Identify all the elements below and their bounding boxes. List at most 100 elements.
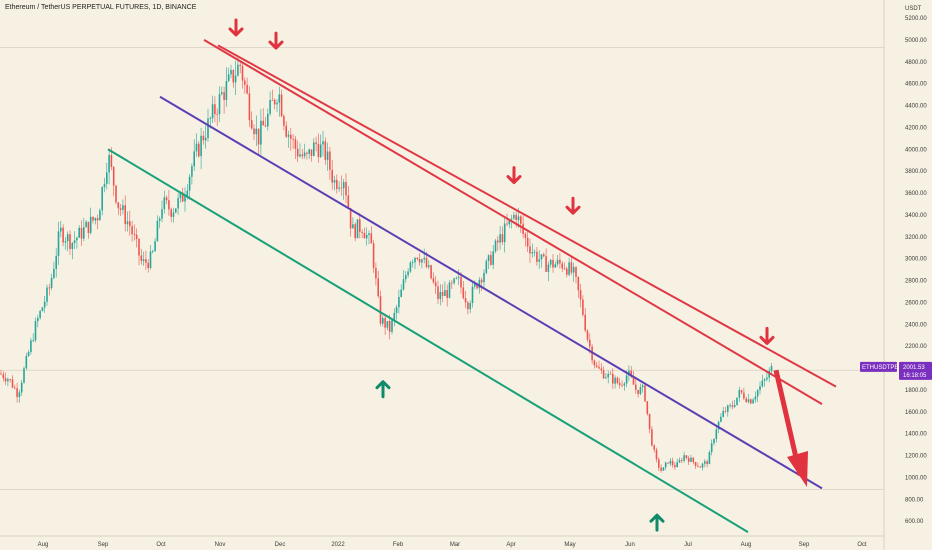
red-trendline xyxy=(217,44,837,388)
candle-body xyxy=(184,196,186,202)
candle-body xyxy=(119,208,122,210)
candle-body xyxy=(637,389,639,395)
y-tick-label: 1200.00 xyxy=(905,454,927,460)
candle-body xyxy=(655,449,658,460)
candle-body xyxy=(434,282,437,287)
candle-body xyxy=(138,238,140,256)
x-tick-label: Aug xyxy=(38,542,49,548)
candle-body xyxy=(545,256,547,272)
candle-body xyxy=(593,360,596,366)
candle-body xyxy=(80,227,83,239)
candle-body xyxy=(165,197,168,201)
candle-body xyxy=(701,463,704,468)
candle-body xyxy=(646,401,649,414)
candle-body xyxy=(306,152,308,154)
candle-body xyxy=(106,172,108,184)
candle-body xyxy=(48,287,51,289)
candle-body xyxy=(64,241,67,243)
candle-body xyxy=(257,128,260,145)
y-tick-label: 800.00 xyxy=(905,497,924,503)
candle-body xyxy=(25,355,28,369)
arrow-up-icon xyxy=(375,380,391,399)
x-tick-label: Mar xyxy=(450,542,460,548)
y-tick-label: 1000.00 xyxy=(905,475,927,481)
candle-body xyxy=(218,94,221,115)
y-tick-label: 4800.00 xyxy=(905,60,927,66)
candle-body xyxy=(651,429,653,446)
candle-body xyxy=(9,379,11,381)
y-tick-label: 1600.00 xyxy=(905,410,927,416)
candle-body xyxy=(579,290,582,300)
candle-body xyxy=(540,254,543,260)
candle-body xyxy=(414,257,416,263)
candle-body xyxy=(460,276,462,288)
y-tick-label: 3400.00 xyxy=(905,213,927,219)
candle-body xyxy=(227,74,230,82)
candle-body xyxy=(393,312,396,320)
candle-body xyxy=(625,375,628,384)
candle-body xyxy=(299,154,301,157)
candle-body xyxy=(766,377,768,380)
candle-body xyxy=(407,271,409,276)
candle-body xyxy=(83,227,85,239)
candle-body xyxy=(602,370,605,379)
candle-body xyxy=(425,257,428,268)
candle-body xyxy=(671,460,674,466)
candle-body xyxy=(533,251,536,253)
y-tick-label: 4000.00 xyxy=(905,147,927,153)
candle-body xyxy=(131,226,133,235)
candle-body xyxy=(200,135,202,157)
candle-body xyxy=(549,259,552,265)
candle-body xyxy=(736,397,738,405)
candle-body xyxy=(50,277,53,288)
candle-body xyxy=(715,429,718,440)
candle-body xyxy=(368,233,370,235)
candle-body xyxy=(283,116,285,126)
candle-body xyxy=(85,221,87,228)
candle-body xyxy=(317,143,320,158)
candle-body xyxy=(621,384,623,386)
candle-body xyxy=(246,84,248,94)
x-tick-label: Feb xyxy=(393,542,404,548)
candle-body xyxy=(729,405,731,407)
candle-body xyxy=(336,179,338,189)
candle-body xyxy=(724,411,727,412)
candle-body xyxy=(566,268,568,275)
candle-body xyxy=(4,378,7,382)
candle-body xyxy=(694,462,697,466)
candle-body xyxy=(124,205,126,225)
candle-body xyxy=(89,216,92,233)
y-tick-label: 4400.00 xyxy=(905,104,927,110)
candle-body xyxy=(722,411,724,417)
candle-body xyxy=(39,310,41,318)
candle-body xyxy=(743,392,745,399)
candle-body xyxy=(563,268,566,270)
y-tick-label: 4200.00 xyxy=(905,125,927,131)
candle-body xyxy=(363,232,366,239)
candle-body xyxy=(529,246,531,254)
candle-body xyxy=(517,216,520,221)
candle-body xyxy=(110,155,113,167)
candle-body xyxy=(359,219,361,232)
green-trendline xyxy=(107,148,749,533)
candle-body xyxy=(674,465,676,468)
candle-body xyxy=(556,259,559,265)
y-tick-label: 3000.00 xyxy=(905,257,927,263)
candle-body xyxy=(768,370,770,378)
candle-body xyxy=(0,373,2,375)
candle-body xyxy=(92,216,94,221)
candle-body xyxy=(122,205,124,210)
x-tick-label: Sep xyxy=(98,542,109,548)
candle-body xyxy=(747,399,750,403)
candle-body xyxy=(7,379,9,382)
candle-body xyxy=(181,192,184,202)
candle-body xyxy=(469,303,471,310)
candle-body xyxy=(395,307,398,313)
candle-body xyxy=(750,399,752,404)
candle-body xyxy=(41,307,44,311)
candle-body xyxy=(706,461,708,465)
candle-body xyxy=(87,221,90,233)
candle-body xyxy=(635,384,637,390)
